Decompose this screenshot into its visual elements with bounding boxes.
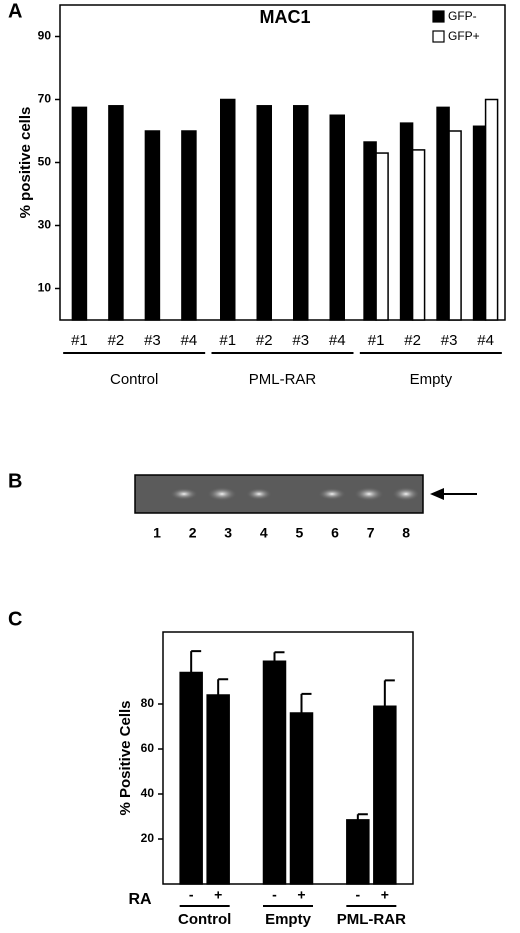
y-tick-label: 50 xyxy=(38,155,52,169)
bar xyxy=(329,114,345,321)
gel-bands xyxy=(170,487,420,501)
group-label: PML-RAR xyxy=(337,911,406,928)
group-label: Empty xyxy=(410,371,453,388)
bar xyxy=(346,819,370,885)
bar xyxy=(436,106,450,321)
bar xyxy=(484,98,499,321)
error-bar xyxy=(356,813,368,820)
y-tick-label: 30 xyxy=(38,218,52,232)
x-tick-label: + xyxy=(214,887,222,903)
error-bar xyxy=(300,692,312,713)
lane-label: 3 xyxy=(224,525,232,541)
bar xyxy=(256,105,272,321)
y-tick-label: 80 xyxy=(141,696,155,710)
y-tick-label: 70 xyxy=(38,92,52,106)
bar xyxy=(375,152,389,321)
x-tick-label: #4 xyxy=(329,332,346,349)
bar xyxy=(289,712,314,885)
x-tick-label: #4 xyxy=(181,332,198,349)
arrow xyxy=(430,488,477,500)
bar xyxy=(262,660,287,885)
lane-label: 6 xyxy=(331,525,339,541)
group-label: Control xyxy=(110,371,158,388)
bar xyxy=(472,125,487,321)
y-tick-label: 20 xyxy=(141,831,155,845)
error-bar xyxy=(217,678,229,695)
x-tick-label: + xyxy=(297,887,305,903)
error-bar xyxy=(190,650,202,673)
x-tick-label: - xyxy=(355,887,360,903)
bar xyxy=(293,105,309,321)
legend-swatch xyxy=(432,10,445,23)
group-axis-label: RA xyxy=(128,891,152,908)
chart-title: MAC1 xyxy=(259,7,310,27)
bar xyxy=(363,141,377,321)
lane-label: 1 xyxy=(153,525,161,541)
y-axis-label: % positive cells xyxy=(17,107,34,219)
error-bar xyxy=(383,679,395,707)
y-tick-label: 10 xyxy=(38,281,52,295)
panel-label: B xyxy=(8,470,22,492)
group-label: PML-RAR xyxy=(249,371,317,388)
bar xyxy=(181,130,197,321)
plot-area xyxy=(162,631,414,885)
bar xyxy=(448,130,462,321)
x-tick-label: #2 xyxy=(404,332,421,349)
bar xyxy=(179,671,203,885)
x-tick-label: - xyxy=(189,887,194,903)
bar xyxy=(206,694,230,885)
lane-label: 7 xyxy=(367,525,375,541)
bar xyxy=(108,105,124,321)
bar xyxy=(399,122,414,321)
lane-label: 5 xyxy=(296,525,304,541)
panel-label: C xyxy=(8,608,22,630)
legend-label: GFP+ xyxy=(448,29,480,43)
group-label: Control xyxy=(178,911,231,928)
x-tick-label: #2 xyxy=(108,332,125,349)
x-tick-label: #4 xyxy=(477,332,494,349)
y-tick-label: 60 xyxy=(141,741,155,755)
y-axis-label: % Positive Cells xyxy=(117,700,134,815)
x-tick-label: + xyxy=(381,887,389,903)
x-tick-label: #1 xyxy=(368,332,385,349)
group-label: Empty xyxy=(265,911,312,928)
x-tick-label: - xyxy=(272,887,277,903)
bar xyxy=(144,130,161,321)
x-tick-label: #2 xyxy=(256,332,273,349)
bar xyxy=(220,98,236,321)
bar xyxy=(411,149,426,321)
lane-label: 8 xyxy=(402,525,410,541)
x-tick-label: #1 xyxy=(219,332,236,349)
y-tick-label: 40 xyxy=(141,786,155,800)
x-tick-label: #3 xyxy=(144,332,161,349)
error-bar xyxy=(273,651,285,662)
bar xyxy=(373,705,397,885)
lane-label: 4 xyxy=(260,525,268,541)
bar xyxy=(71,106,88,321)
x-tick-label: #3 xyxy=(441,332,458,349)
x-tick-label: #1 xyxy=(71,332,88,349)
x-tick-label: #3 xyxy=(292,332,309,349)
panel-label: A xyxy=(8,0,22,22)
y-tick-label: 90 xyxy=(38,29,52,43)
legend-label: GFP- xyxy=(448,9,477,23)
legend-swatch xyxy=(432,30,445,43)
lane-label: 2 xyxy=(189,525,197,541)
